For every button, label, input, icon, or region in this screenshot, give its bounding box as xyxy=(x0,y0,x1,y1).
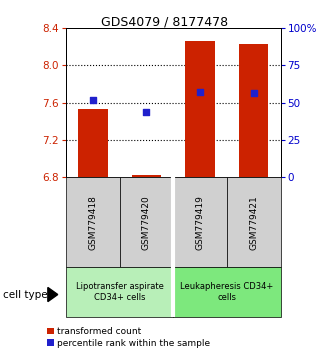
Text: Leukapheresis CD34+
cells: Leukapheresis CD34+ cells xyxy=(180,282,274,302)
Bar xyxy=(78,109,108,177)
Text: Lipotransfer aspirate
CD34+ cells: Lipotransfer aspirate CD34+ cells xyxy=(76,282,164,302)
Text: GSM779421: GSM779421 xyxy=(249,195,258,250)
Text: GSM779418: GSM779418 xyxy=(88,195,97,250)
Bar xyxy=(132,175,161,177)
Bar xyxy=(227,177,280,267)
Point xyxy=(251,91,256,96)
Text: GSM779420: GSM779420 xyxy=(142,195,151,250)
Text: GDS4079 / 8177478: GDS4079 / 8177478 xyxy=(101,16,229,29)
Bar xyxy=(173,267,280,317)
Text: GSM779419: GSM779419 xyxy=(196,195,205,250)
Bar xyxy=(119,177,173,267)
Polygon shape xyxy=(48,287,58,302)
Bar xyxy=(66,177,120,267)
Point xyxy=(197,89,203,95)
Point xyxy=(144,109,149,115)
Text: cell type: cell type xyxy=(3,290,48,299)
Bar xyxy=(239,44,268,177)
Bar xyxy=(185,41,215,177)
Legend: transformed count, percentile rank within the sample: transformed count, percentile rank withi… xyxy=(48,327,211,348)
Bar xyxy=(66,267,173,317)
Point xyxy=(90,97,95,103)
Bar xyxy=(173,177,227,267)
